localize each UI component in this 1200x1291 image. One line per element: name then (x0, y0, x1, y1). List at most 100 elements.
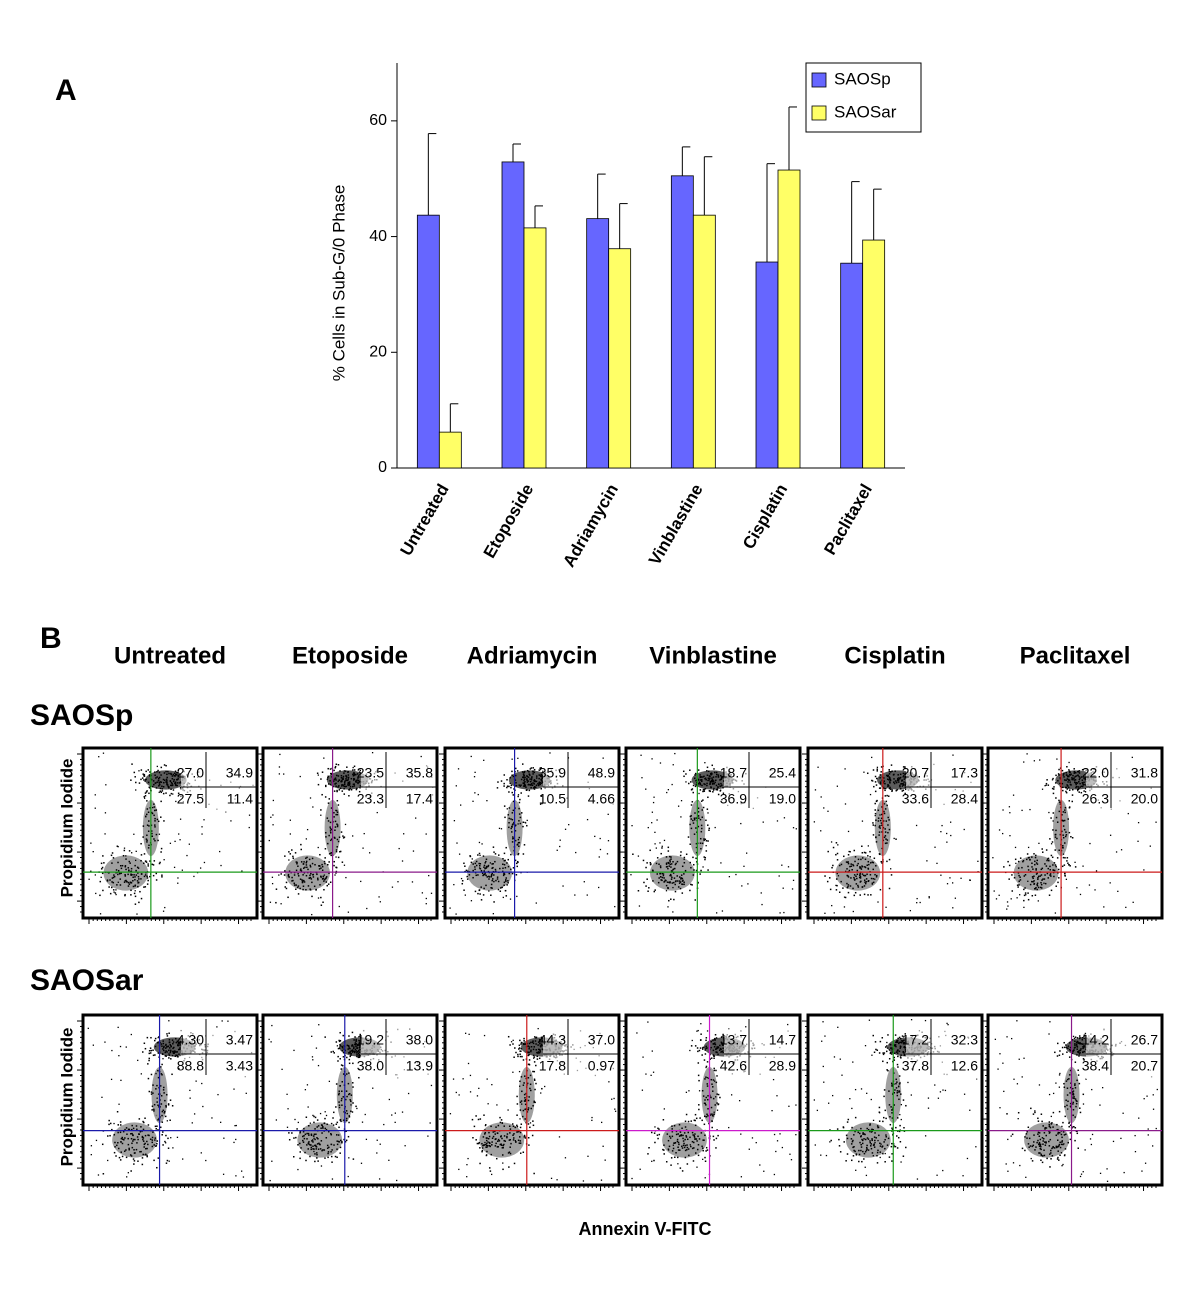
event-dot (325, 877, 327, 879)
event-dot (528, 1052, 530, 1054)
event-dot (1068, 864, 1070, 866)
event-dot (346, 1140, 348, 1142)
quadrant-value: 17.4 (406, 791, 433, 807)
quadrant-value: 34.9 (226, 765, 253, 781)
event-dot (702, 816, 704, 818)
event-dot (706, 1047, 708, 1049)
event-dot (336, 849, 338, 851)
legend-swatch (812, 73, 826, 87)
event-dot (524, 1075, 526, 1077)
event-dot (341, 785, 343, 787)
event-dot (300, 878, 302, 880)
event-dot (311, 914, 312, 915)
event-dot (662, 846, 663, 847)
event-dot (431, 1085, 432, 1086)
event-dot (847, 875, 849, 877)
event-dot (136, 1125, 138, 1127)
event-dot (479, 890, 481, 892)
event-dot (330, 882, 332, 884)
event-dot (875, 815, 876, 816)
event-dot (703, 789, 705, 791)
event-dot (946, 833, 947, 834)
event-dot (587, 1156, 588, 1157)
event-dot (667, 887, 669, 889)
event-dot (135, 890, 136, 891)
event-dot (346, 1096, 348, 1098)
event-dot (157, 1042, 159, 1044)
event-dot (344, 836, 346, 838)
event-dot (160, 801, 162, 803)
event-dot (155, 782, 157, 784)
event-dot (310, 873, 312, 875)
event-dot (524, 777, 526, 779)
event-dot (280, 903, 281, 904)
event-dot (663, 875, 665, 877)
event-dot (646, 878, 648, 880)
event-dot (1046, 779, 1048, 781)
event-dot (141, 873, 143, 875)
event-dot (358, 1053, 360, 1055)
event-dot (117, 1111, 119, 1113)
event-dot (950, 835, 951, 836)
event-dot (694, 818, 696, 820)
event-dot (311, 1140, 313, 1142)
event-dot (1078, 788, 1080, 790)
event-dot (342, 1065, 344, 1067)
event-dot (532, 770, 534, 772)
event-dot (462, 880, 464, 882)
event-dot (120, 865, 122, 867)
event-dot (527, 770, 529, 772)
event-dot (153, 1160, 155, 1162)
event-dot (297, 873, 299, 875)
event-dot (1025, 894, 1026, 895)
event-dot (144, 781, 145, 782)
event-dot (887, 776, 889, 778)
event-dot (695, 1152, 697, 1154)
event-dot (1079, 783, 1081, 785)
event-dot (707, 812, 708, 813)
event-dot (169, 1047, 171, 1049)
event-dot (315, 1117, 317, 1119)
event-dot (885, 808, 887, 810)
event-dot (322, 771, 324, 773)
event-dot (701, 1054, 703, 1056)
event-dot (303, 885, 305, 887)
event-dot (465, 894, 466, 895)
event-dot (311, 1036, 312, 1037)
event-dot (298, 885, 300, 887)
event-dot (477, 1143, 479, 1145)
event-dot (148, 793, 150, 795)
event-dot (145, 886, 147, 888)
event-dot (863, 772, 864, 773)
event-dot (350, 1053, 352, 1055)
event-dot (145, 861, 147, 863)
event-dot (503, 1125, 505, 1127)
event-dot (376, 1152, 377, 1153)
event-dot (657, 857, 659, 859)
event-dot (156, 1101, 158, 1103)
event-dot (270, 1180, 271, 1181)
event-dot (428, 875, 429, 876)
quadrant-value: 44.3 (539, 1032, 566, 1048)
event-dot (114, 876, 116, 878)
event-dot (1048, 877, 1050, 879)
event-dot (878, 820, 880, 822)
event-dot (348, 1083, 350, 1085)
event-dot (1036, 889, 1038, 891)
event-dot (661, 847, 663, 849)
event-dot (338, 764, 340, 766)
event-dot (341, 1098, 343, 1100)
event-dot (486, 1154, 487, 1155)
event-dot (701, 781, 703, 783)
event-dot (88, 879, 89, 880)
event-dot (168, 1147, 170, 1149)
event-dot (490, 894, 492, 896)
event-dot (314, 1145, 316, 1147)
event-dot (498, 854, 500, 856)
event-dot (170, 1099, 172, 1101)
event-dot (641, 777, 642, 778)
event-dot (1063, 857, 1065, 859)
event-dot (300, 849, 302, 851)
event-dot (645, 885, 647, 887)
